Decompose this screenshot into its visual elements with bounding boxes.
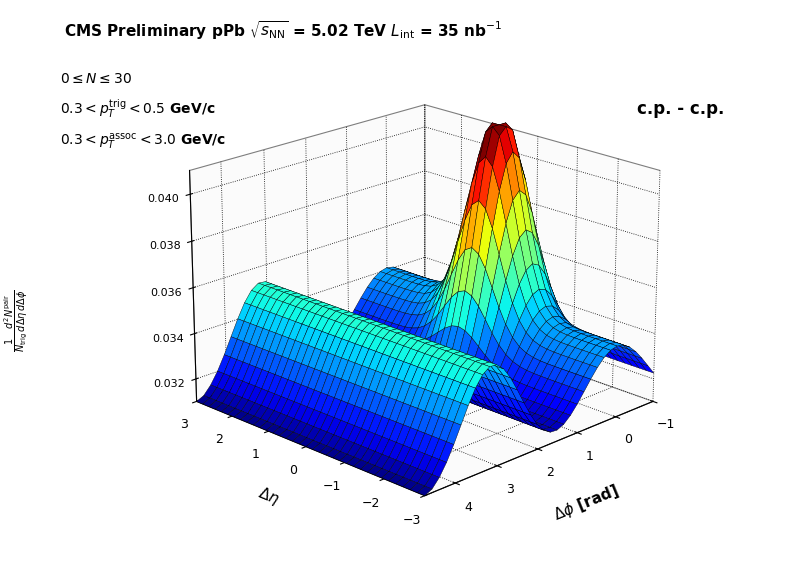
Y-axis label: $\Delta\eta$: $\Delta\eta$ — [256, 483, 283, 510]
Text: $0.3 < p_T^{\mathrm{assoc}} < 3.0$ GeV/c: $0.3 < p_T^{\mathrm{assoc}} < 3.0$ GeV/c — [60, 132, 226, 152]
Text: $0 \leq N \leq 30$: $0 \leq N \leq 30$ — [60, 72, 131, 86]
Text: $0.3 < p_T^{\mathrm{trig}} < 0.5$ GeV/c: $0.3 < p_T^{\mathrm{trig}} < 0.5$ GeV/c — [60, 98, 215, 121]
Text: CMS Preliminary pPb $\sqrt{s_{\mathrm{NN}}}$ = 5.02 TeV $L_{\mathrm{int}}$ = 35 : CMS Preliminary pPb $\sqrt{s_{\mathrm{NN… — [64, 20, 502, 42]
X-axis label: $\Delta\phi$ [rad]: $\Delta\phi$ [rad] — [550, 482, 622, 525]
Text: $\frac{1}{N_{\mathrm{trig}}} \frac{d^2 N^{\mathrm{pair}}}{d\Delta\eta\, d\Delta\: $\frac{1}{N_{\mathrm{trig}}} \frac{d^2 N… — [2, 289, 29, 352]
Text: c.p. - c.p.: c.p. - c.p. — [637, 101, 724, 118]
